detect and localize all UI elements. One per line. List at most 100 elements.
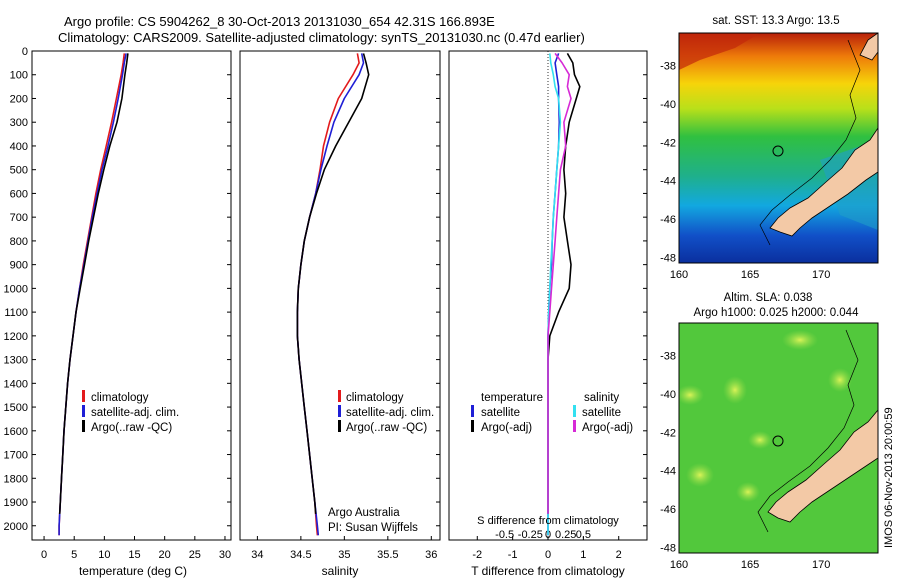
depth-tick-label: 1300 bbox=[4, 355, 28, 367]
x-tick-label: 34.5 bbox=[290, 549, 311, 561]
series-line bbox=[296, 53, 370, 514]
salinity-xlabel: salinity bbox=[322, 564, 359, 578]
map-y-tick-label: -38 bbox=[660, 351, 676, 363]
x-tick-label-top: 0.25 bbox=[555, 529, 576, 541]
legend-label-argo: Argo(..raw -QC) bbox=[346, 422, 427, 434]
x-tick-label: 0 bbox=[41, 549, 47, 561]
depth-tick-label: 500 bbox=[10, 165, 28, 177]
x-tick-label: 15 bbox=[128, 549, 140, 561]
x-tick-label: 25 bbox=[189, 549, 201, 561]
legend-label-climatology: climatology bbox=[346, 392, 404, 404]
x-tick-label: 36 bbox=[425, 549, 437, 561]
map-y-tick-label: -44 bbox=[660, 176, 676, 188]
sla-map-title: Altim. SLA: 0.038 bbox=[724, 292, 813, 304]
south-island-land bbox=[769, 127, 878, 237]
sla-map bbox=[679, 323, 878, 553]
x-tick-label: 35.5 bbox=[377, 549, 398, 561]
legend-swatch-argo bbox=[338, 420, 341, 432]
sla-map-frame bbox=[678, 322, 879, 554]
sla-blob bbox=[782, 330, 818, 350]
header-line-1: Argo profile: CS 5904262_8 30-Oct-2013 2… bbox=[64, 14, 495, 29]
depth-tick-label: 300 bbox=[10, 117, 28, 129]
x-tick-label: 30 bbox=[219, 549, 231, 561]
map-y-tick-label: -48 bbox=[660, 252, 676, 264]
series-line bbox=[296, 53, 360, 536]
sla-blob bbox=[736, 482, 760, 502]
sst-map-frame bbox=[678, 32, 879, 264]
sst-map-title: sat. SST: 13.3 Argo: 13.5 bbox=[712, 15, 839, 27]
legend-label-satellite: satellite-adj. clim. bbox=[346, 407, 434, 419]
sst-warm-patch bbox=[679, 33, 760, 70]
map-y-tick-label: -38 bbox=[660, 61, 676, 73]
legend-swatch-satellite bbox=[82, 405, 85, 417]
temperature-legend: climatology satellite-adj. clim. Argo(..… bbox=[82, 390, 179, 434]
x-tick-label-top: -0.25 bbox=[518, 529, 543, 541]
legend-label-sal-satellite: satellite bbox=[582, 407, 621, 419]
depth-tick-label: 200 bbox=[10, 93, 28, 105]
difference-xlabel-bottom: T difference from climatology bbox=[471, 564, 625, 578]
series-line bbox=[547, 52, 572, 514]
x-tick-label: -1 bbox=[508, 549, 518, 561]
map-y-tick-label: -40 bbox=[660, 99, 676, 111]
x-tick-label: 35 bbox=[338, 549, 350, 561]
legend-swatch-argo bbox=[82, 420, 85, 432]
imos-timestamp: IMOS 06-Nov-2013 20:00:59 bbox=[883, 407, 895, 548]
depth-tick-label: 1800 bbox=[4, 473, 28, 485]
profile-series bbox=[58, 52, 581, 536]
depth-tick-label: 600 bbox=[10, 188, 28, 200]
sla-blob bbox=[679, 385, 704, 405]
depth-tick-label: 100 bbox=[10, 70, 28, 82]
sst-map bbox=[679, 33, 878, 263]
legend-label-climatology: climatology bbox=[91, 392, 149, 404]
x-tick-label: 20 bbox=[159, 549, 171, 561]
legend-swatch-satellite bbox=[338, 405, 341, 417]
legend-title-salinity: salinity bbox=[584, 392, 619, 404]
map-y-tick-label: -42 bbox=[660, 427, 676, 439]
map-y-tick-label: -40 bbox=[660, 389, 676, 401]
depth-tick-label: 1900 bbox=[4, 497, 28, 509]
legend-label-temp-satellite: satellite bbox=[481, 407, 520, 419]
depth-tick-label: 800 bbox=[10, 236, 28, 248]
map-x-tick-label: 170 bbox=[812, 559, 830, 571]
sla-blob bbox=[748, 431, 772, 449]
map-y-tick-label: -44 bbox=[660, 466, 676, 478]
x-tick-label: 2 bbox=[616, 549, 622, 561]
legend-swatch-climatology bbox=[338, 390, 341, 402]
map-y-tick-label: -46 bbox=[660, 214, 676, 226]
depth-tick-label: 2000 bbox=[4, 521, 28, 533]
depth-tick-label: 400 bbox=[10, 141, 28, 153]
series-line bbox=[296, 53, 365, 536]
legend-swatch-sal-satellite bbox=[573, 405, 576, 417]
legend-swatch-climatology bbox=[82, 390, 85, 402]
x-tick-label: 34 bbox=[251, 549, 263, 561]
map-x-tick-label: 170 bbox=[812, 269, 830, 281]
bathymetry-contour bbox=[757, 329, 859, 533]
x-tick-label: 1 bbox=[580, 549, 586, 561]
map-y-tick-label: -42 bbox=[660, 137, 676, 149]
map-x-tick-label: 165 bbox=[741, 559, 759, 571]
salinity-legend: climatology satellite-adj. clim. Argo(..… bbox=[338, 390, 434, 434]
legend-swatch-temp-argo bbox=[471, 420, 474, 432]
x-tick-label-top: 0.5 bbox=[576, 529, 591, 541]
depth-tick-label: 900 bbox=[10, 260, 28, 272]
difference-legend: temperature salinity satellite Argo(-adj… bbox=[471, 392, 633, 434]
depth-tick-label: 1600 bbox=[4, 426, 28, 438]
difference-xlabel-top: S difference from climatology bbox=[477, 515, 619, 527]
map-x-tick-label: 160 bbox=[670, 559, 688, 571]
credit-org: Argo Australia bbox=[328, 507, 400, 519]
north-island-land bbox=[859, 33, 878, 61]
sla-blob bbox=[723, 376, 747, 404]
argo-location-marker bbox=[772, 145, 784, 157]
axis-ticks: 0100200300400500600700800900100011001200… bbox=[4, 46, 831, 571]
bathymetry-contour bbox=[759, 39, 861, 246]
x-tick-label: 5 bbox=[71, 549, 77, 561]
depth-tick-label: 1500 bbox=[4, 402, 28, 414]
series-line bbox=[58, 53, 126, 536]
legend-swatch-temp-satellite bbox=[471, 405, 474, 417]
map-y-tick-label: -48 bbox=[660, 542, 676, 554]
x-tick-label: 10 bbox=[98, 549, 110, 561]
legend-label-argo: Argo(..raw -QC) bbox=[91, 422, 172, 434]
legend-title-temperature: temperature bbox=[481, 392, 543, 404]
depth-tick-label: 1400 bbox=[4, 378, 28, 390]
